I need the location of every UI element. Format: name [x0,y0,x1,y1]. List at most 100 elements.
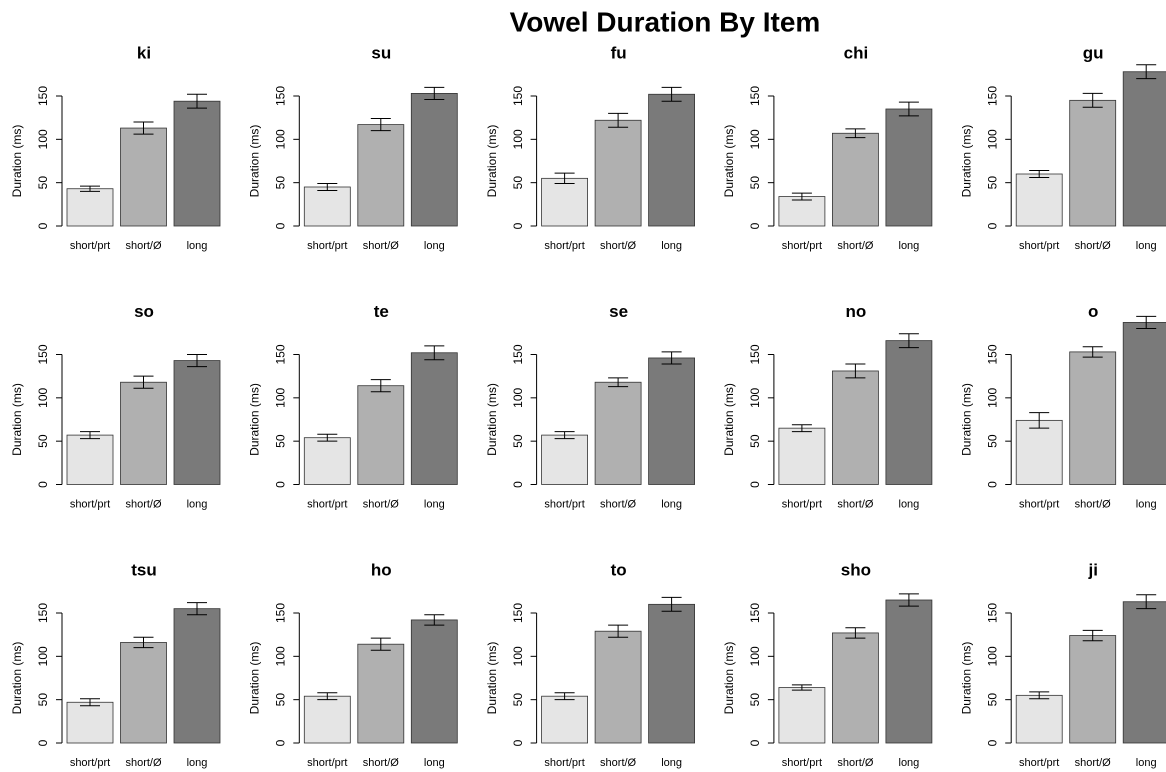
x-tick-label: short/prt [544,757,584,769]
x-tick-label: long [187,240,208,252]
y-tick-label: 0 [748,739,762,746]
y-tick-label: 50 [985,434,999,448]
bar [1015,419,1063,485]
error-bar [554,692,575,701]
error-bar [661,351,682,365]
bar [594,119,642,227]
x-tick-label: short/Ø [837,240,874,252]
x-tick-label: short/Ø [1075,757,1112,769]
error-bar [791,424,812,433]
error-bar [1136,64,1157,80]
y-tick-label: 50 [511,693,525,707]
y-tick-label: 50 [36,434,50,448]
x-tick-label: long [187,757,208,769]
bar [541,434,588,485]
x-tick-label: short/Ø [1075,498,1112,510]
x-tick-label: long [899,240,920,252]
bar [303,437,351,485]
error-bar [317,433,338,442]
bar [778,687,826,744]
y-tick-label: 0 [273,481,287,488]
y-axis-label: Duration (ms) [959,125,973,198]
bar [648,357,695,485]
error-bar [80,185,100,192]
panel-title: so [134,302,154,321]
x-tick-label: short/prt [782,757,822,769]
y-tick-label: 150 [985,603,999,623]
bar [410,93,458,227]
y-tick-label: 50 [748,434,762,448]
error-bar [845,363,866,379]
panel-title: ji [1087,560,1097,579]
x-tick-label: long [424,757,445,769]
x-tick-label: long [1136,240,1157,252]
x-tick-label: long [424,240,445,252]
error-bar [1082,92,1103,108]
y-tick-label: 0 [36,222,50,229]
y-axis-label: Duration (ms) [485,383,499,456]
bar [1069,99,1117,227]
panel-title: o [1088,302,1098,321]
y-tick-label: 50 [273,693,287,707]
x-tick-label: long [899,498,920,510]
x-tick-label: short/Ø [600,757,637,769]
bar [778,427,826,485]
y-axis-label: Duration (ms) [959,642,973,715]
y-tick-label: 50 [511,434,525,448]
x-tick-label: short/Ø [125,757,162,769]
y-tick-label: 100 [36,388,50,408]
x-tick-label: short/Ø [837,757,874,769]
error-bar [791,684,812,691]
panel: 0 50 100 150 Duration (ms) su short/prt short/Ø… [247,43,458,252]
x-tick-label: short/prt [307,757,347,769]
panel-title: gu [1083,43,1104,62]
error-bar [1082,346,1103,358]
error-bar [898,593,919,607]
panel-title: se [609,302,628,321]
y-tick-label: 150 [36,86,50,106]
bar [1122,601,1166,744]
x-tick-label: short/Ø [600,240,637,252]
y-tick-label: 100 [985,646,999,666]
panel-title: to [611,560,627,579]
x-tick-label: short/prt [1019,240,1059,252]
y-axis-label: Duration (ms) [10,125,24,198]
error-bar [1029,412,1050,429]
y-tick-label: 50 [985,176,999,190]
panel: 0 50 100 150 Duration (ms) to short/prt short/Ø… [485,560,695,769]
error-bar [608,377,629,388]
bar [66,434,114,485]
panel-title: no [846,302,867,321]
x-tick-label: long [661,757,682,769]
x-tick-label: short/prt [1019,757,1059,769]
y-tick-label: 0 [36,739,50,746]
panel: 0 50 100 150 Duration (ms) tsu short/prt short/… [10,560,221,769]
panel: 0 50 100 150 Duration (ms) chi short/prt short/… [722,43,933,252]
panel-title: tsu [131,560,157,579]
error-bar [1029,170,1050,178]
y-tick-label: 0 [748,481,762,488]
bar [1122,71,1166,227]
panel: 0 50 100 150 Duration (ms) ji short/prt short/Ø… [959,560,1166,769]
error-bar [845,128,866,139]
x-tick-label: short/Ø [363,240,400,252]
bar [832,132,879,227]
x-tick-label: short/prt [782,240,822,252]
panel: 0 50 100 150 Duration (ms) fu short/prt short/Ø… [485,43,695,252]
panel: 0 50 100 150 Duration (ms) o short/prt short/Ø l… [959,302,1166,510]
bar [410,619,458,744]
y-tick-label: 100 [273,646,287,666]
y-axis-label: Duration (ms) [722,383,736,456]
y-tick-label: 150 [985,86,999,106]
error-bar [133,636,154,649]
figure-title: Vowel Duration By Item [510,6,821,37]
bar [594,381,642,485]
y-tick-label: 0 [273,739,287,746]
panel: 0 50 100 150 Duration (ms) gu short/prt short/Ø… [959,43,1166,252]
bar [173,360,221,485]
error-bar [1029,691,1050,700]
error-bar [1136,315,1157,329]
y-tick-label: 0 [511,481,525,488]
error-bar [317,183,338,191]
